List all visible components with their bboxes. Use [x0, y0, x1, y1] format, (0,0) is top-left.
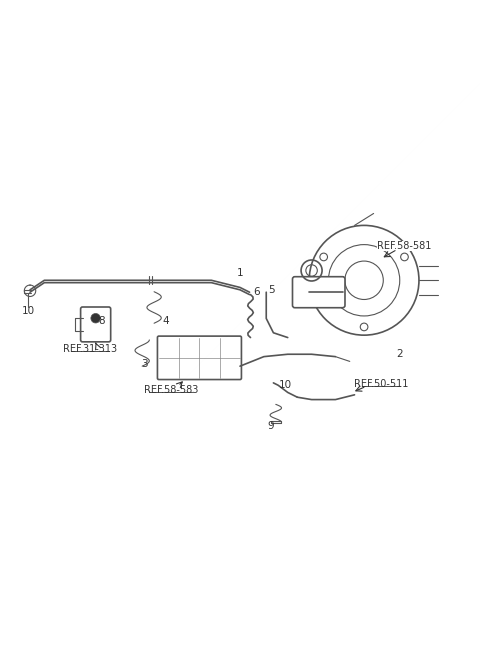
Text: 1: 1: [237, 268, 243, 278]
FancyBboxPatch shape: [157, 336, 241, 380]
FancyBboxPatch shape: [81, 307, 111, 342]
FancyBboxPatch shape: [292, 277, 345, 308]
Text: 8: 8: [98, 316, 105, 326]
Text: 3: 3: [141, 359, 148, 369]
Text: REF.31-313: REF.31-313: [62, 344, 117, 354]
Text: REF.58-583: REF.58-583: [144, 385, 198, 395]
Text: 9: 9: [268, 421, 275, 431]
Text: 10: 10: [22, 306, 35, 316]
Circle shape: [91, 314, 100, 323]
Text: 10: 10: [279, 380, 292, 390]
Text: REF.50-511: REF.50-511: [354, 379, 408, 389]
Text: 2: 2: [396, 349, 403, 359]
Text: 4: 4: [163, 316, 169, 326]
Text: 6: 6: [253, 287, 260, 297]
Text: REF.58-581: REF.58-581: [377, 241, 432, 251]
Text: 5: 5: [268, 285, 275, 295]
